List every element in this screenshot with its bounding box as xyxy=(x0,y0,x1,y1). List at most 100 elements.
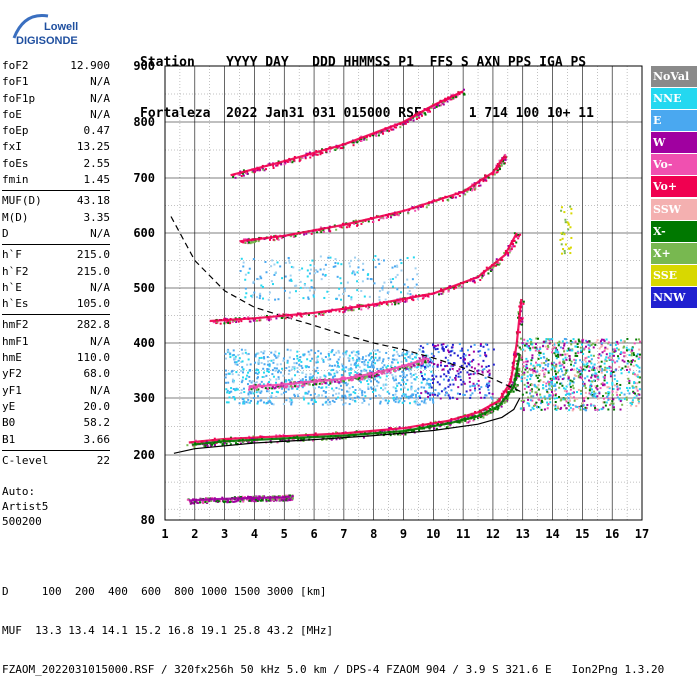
echo-pixel xyxy=(337,381,340,384)
echo-pixel xyxy=(267,499,270,502)
echo-pixel xyxy=(373,376,376,379)
echo-pixel xyxy=(497,406,500,409)
echo-pixel xyxy=(251,296,254,299)
echo-pixel xyxy=(527,385,530,388)
echo-pixel xyxy=(386,215,389,218)
x-tick-label: 9 xyxy=(400,527,407,541)
echo-pixel xyxy=(338,387,341,390)
echo-pixel xyxy=(335,351,338,354)
echo-pixel xyxy=(240,369,243,372)
echo-pixel xyxy=(507,245,510,248)
echo-pixel xyxy=(243,402,246,405)
echo-pixel xyxy=(254,381,257,384)
echo-pixel xyxy=(296,388,299,391)
echo-pixel xyxy=(513,367,516,370)
echo-pixel xyxy=(266,498,269,501)
echo-pixel xyxy=(614,361,617,364)
echo-pixel xyxy=(221,443,224,446)
echo-pixel xyxy=(393,433,396,436)
echo-pixel xyxy=(476,382,479,385)
echo-pixel xyxy=(356,372,359,375)
echo-pixel xyxy=(357,266,360,269)
echo-pixel xyxy=(281,367,284,370)
echo-pixel xyxy=(591,391,594,394)
echo-pixel xyxy=(306,358,309,361)
echo-pixel xyxy=(242,261,245,264)
echo-pixel xyxy=(342,381,345,384)
echo-pixel xyxy=(517,235,520,238)
echo-pixel xyxy=(321,273,324,276)
echo-pixel xyxy=(315,269,318,272)
echo-pixel xyxy=(393,349,396,352)
echo-pixel xyxy=(632,391,635,394)
echo-pixel xyxy=(290,496,293,499)
echo-pixel xyxy=(528,368,531,371)
param-row: h`E N/A xyxy=(2,280,110,296)
echo-pixel xyxy=(561,363,564,366)
echo-pixel xyxy=(499,404,502,407)
echo-pixel xyxy=(304,156,307,159)
x-tick-label: 10 xyxy=(426,527,440,541)
echo-pixel xyxy=(591,342,594,345)
echo-pixel xyxy=(427,362,430,365)
echo-pixel xyxy=(230,387,233,390)
echo-pixel xyxy=(468,420,471,423)
echo-pixel xyxy=(232,319,235,322)
echo-pixel xyxy=(462,393,465,396)
echo-pixel xyxy=(555,366,558,369)
echo-pixel xyxy=(283,499,286,502)
echo-pixel xyxy=(425,390,428,393)
echo-pixel xyxy=(303,384,306,387)
echo-pixel xyxy=(436,394,439,397)
echo-pixel xyxy=(634,392,637,395)
param-row: fxI 13.25 xyxy=(2,139,110,155)
echo-pixel xyxy=(367,220,370,223)
echo-pixel xyxy=(251,241,254,244)
echo-pixel xyxy=(362,262,365,265)
echo-pixel xyxy=(538,354,541,357)
echo-pixel xyxy=(598,365,601,368)
echo-pixel xyxy=(431,397,434,400)
echo-pixel xyxy=(339,384,342,387)
echo-pixel xyxy=(254,361,257,364)
echo-pixel xyxy=(275,271,277,274)
echo-pixel xyxy=(258,297,261,300)
echo-pixel xyxy=(367,273,370,276)
echo-pixel xyxy=(246,363,249,366)
echo-pixel xyxy=(583,365,586,368)
echo-pixel xyxy=(216,500,219,503)
echo-pixel xyxy=(291,365,294,368)
echo-pixel xyxy=(290,278,293,281)
echo-pixel xyxy=(436,381,439,384)
echo-pixel xyxy=(266,370,269,373)
echo-pixel xyxy=(368,359,371,362)
echo-pixel xyxy=(299,356,302,359)
echo-pixel xyxy=(352,141,355,144)
echo-pixel xyxy=(432,343,435,346)
echo-pixel xyxy=(588,340,591,343)
echo-pixel xyxy=(589,386,592,389)
echo-pixel xyxy=(266,401,269,404)
echo-pixel xyxy=(302,383,305,386)
echo-pixel xyxy=(556,350,559,353)
plot-frame xyxy=(164,65,643,521)
echo-pixel xyxy=(252,397,255,400)
echo-pixel xyxy=(513,232,516,235)
echo-pixel xyxy=(396,353,399,356)
echo-pixel xyxy=(341,226,344,229)
y-tick-label: 600 xyxy=(133,226,155,240)
echo-pixel xyxy=(348,387,351,390)
echo-pixel xyxy=(495,403,498,406)
echo-pixel xyxy=(619,394,622,397)
echo-pixel xyxy=(530,374,533,377)
echo-pixel xyxy=(576,350,579,353)
echo-pixel xyxy=(567,222,570,225)
param-label: fxI xyxy=(2,140,22,154)
echo-pixel xyxy=(633,342,636,345)
echo-pixel xyxy=(472,373,475,376)
legend-entry: SSW xyxy=(651,198,697,220)
echo-pixel xyxy=(234,355,237,358)
echo-pixel xyxy=(374,353,377,356)
echo-pixel xyxy=(423,373,426,376)
echo-pixel xyxy=(552,342,555,345)
